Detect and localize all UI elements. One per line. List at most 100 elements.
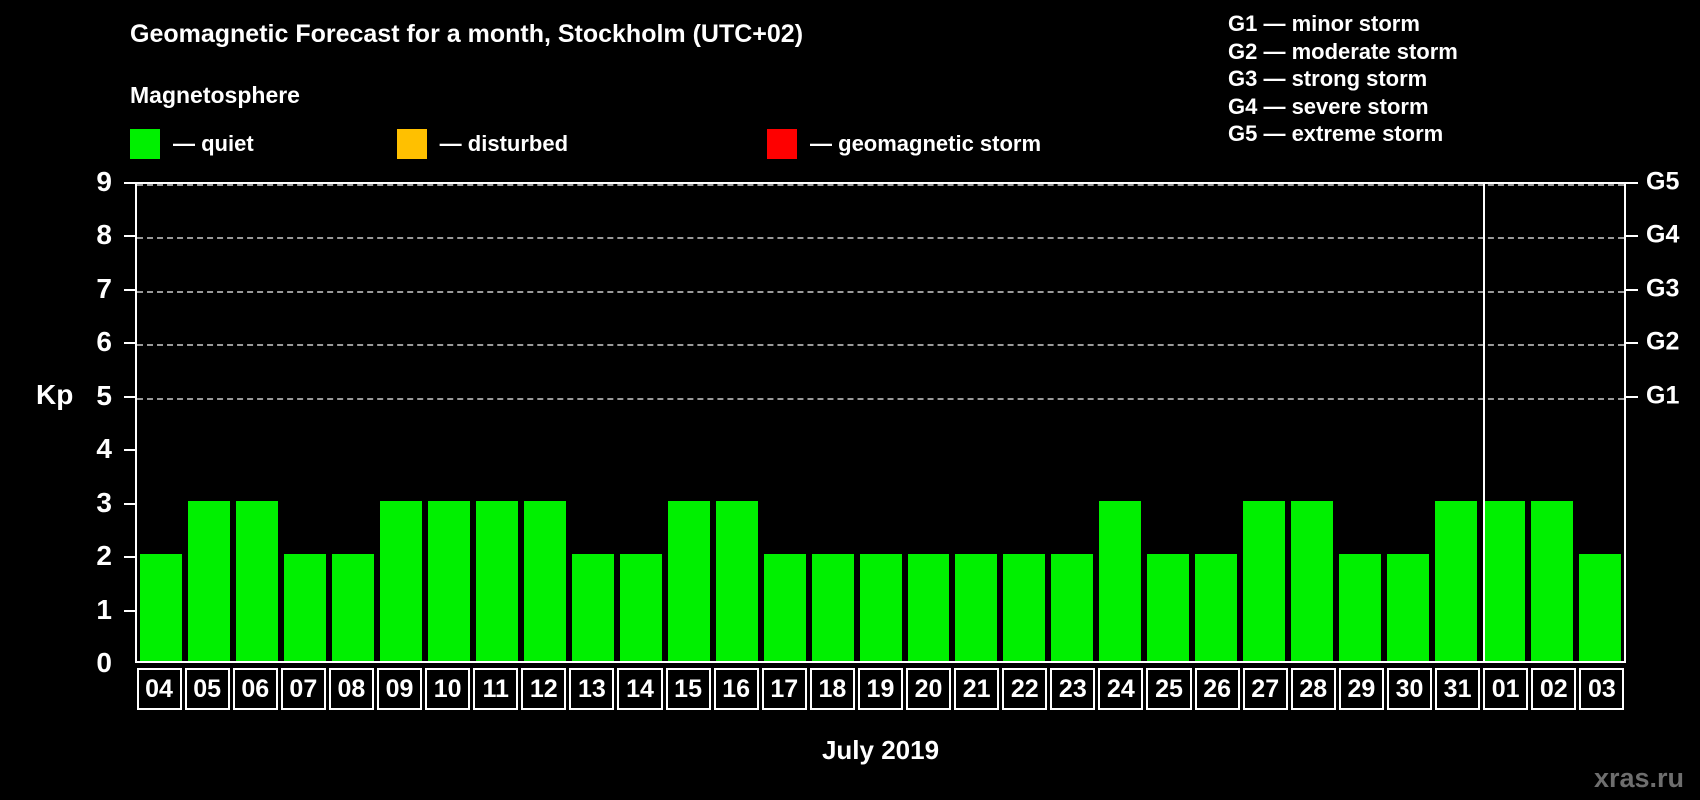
bar-30[interactable] bbox=[1387, 554, 1430, 661]
bar-14[interactable] bbox=[619, 554, 662, 661]
bar-slot-23[interactable] bbox=[1048, 184, 1096, 661]
day-label-10[interactable]: 10 bbox=[425, 668, 471, 710]
bar-slot-25[interactable] bbox=[1144, 184, 1192, 661]
day-label-13[interactable]: 13 bbox=[569, 668, 615, 710]
day-label-15[interactable]: 15 bbox=[665, 668, 711, 710]
bar-slot-14[interactable] bbox=[617, 184, 665, 661]
bar-01[interactable] bbox=[1483, 500, 1526, 661]
day-label-02[interactable]: 02 bbox=[1531, 668, 1577, 710]
day-label-17[interactable]: 17 bbox=[761, 668, 807, 710]
bar-12[interactable] bbox=[523, 500, 566, 661]
bar-slot-08[interactable] bbox=[329, 184, 377, 661]
bar-17[interactable] bbox=[763, 554, 806, 661]
bar-slot-12[interactable] bbox=[521, 184, 569, 661]
bar-29[interactable] bbox=[1339, 554, 1382, 661]
bar-slot-02[interactable] bbox=[1528, 184, 1576, 661]
bar-22[interactable] bbox=[1003, 554, 1046, 661]
day-label-23[interactable]: 23 bbox=[1050, 668, 1096, 710]
bar-13[interactable] bbox=[571, 554, 614, 661]
bar-slot-26[interactable] bbox=[1192, 184, 1240, 661]
bar-slot-28[interactable] bbox=[1288, 184, 1336, 661]
bar-08[interactable] bbox=[331, 554, 374, 661]
bar-16[interactable] bbox=[715, 500, 758, 661]
bar-10[interactable] bbox=[427, 500, 470, 661]
quiet-legend-label: — quiet bbox=[173, 131, 254, 156]
disturbed-legend-label: — disturbed bbox=[439, 131, 569, 156]
bar-02[interactable] bbox=[1531, 500, 1574, 661]
bar-slot-05[interactable] bbox=[185, 184, 233, 661]
bar-03[interactable] bbox=[1579, 554, 1622, 661]
bar-09[interactable] bbox=[379, 500, 422, 661]
bar-slot-21[interactable] bbox=[952, 184, 1000, 661]
bar-slot-13[interactable] bbox=[569, 184, 617, 661]
day-label-14[interactable]: 14 bbox=[617, 668, 663, 710]
bar-slot-15[interactable] bbox=[665, 184, 713, 661]
bar-27[interactable] bbox=[1243, 500, 1286, 661]
bar-slot-22[interactable] bbox=[1000, 184, 1048, 661]
bar-slot-04[interactable] bbox=[137, 184, 185, 661]
day-label-31[interactable]: 31 bbox=[1435, 668, 1481, 710]
bar-24[interactable] bbox=[1099, 500, 1142, 661]
day-label-04[interactable]: 04 bbox=[136, 668, 182, 710]
bar-06[interactable] bbox=[235, 500, 278, 661]
bar-slot-29[interactable] bbox=[1336, 184, 1384, 661]
bar-25[interactable] bbox=[1147, 554, 1190, 661]
day-label-22[interactable]: 22 bbox=[1002, 668, 1048, 710]
day-label-16[interactable]: 16 bbox=[713, 668, 759, 710]
bar-slot-03[interactable] bbox=[1576, 184, 1624, 661]
bar-slot-17[interactable] bbox=[761, 184, 809, 661]
bar-19[interactable] bbox=[859, 554, 902, 661]
day-label-06[interactable]: 06 bbox=[232, 668, 278, 710]
day-label-26[interactable]: 26 bbox=[1194, 668, 1240, 710]
bar-slot-20[interactable] bbox=[905, 184, 953, 661]
bar-04[interactable] bbox=[140, 554, 182, 661]
bar-05[interactable] bbox=[187, 500, 230, 661]
bar-slot-27[interactable] bbox=[1240, 184, 1288, 661]
day-label-21[interactable]: 21 bbox=[954, 668, 1000, 710]
y-tick-label-0: 0 bbox=[96, 647, 112, 678]
day-label-03[interactable]: 03 bbox=[1579, 668, 1625, 710]
day-label-30[interactable]: 30 bbox=[1386, 668, 1433, 710]
bar-slot-19[interactable] bbox=[857, 184, 905, 661]
day-label-11[interactable]: 11 bbox=[473, 668, 519, 710]
day-label-12[interactable]: 12 bbox=[521, 668, 567, 710]
bar-slot-24[interactable] bbox=[1096, 184, 1144, 661]
bar-slot-10[interactable] bbox=[425, 184, 473, 661]
storm-legend-label: — geomagnetic storm bbox=[810, 131, 1042, 156]
day-label-28[interactable]: 28 bbox=[1290, 668, 1336, 710]
day-label-18[interactable]: 18 bbox=[809, 668, 855, 710]
day-label-27[interactable]: 27 bbox=[1242, 668, 1288, 710]
bars-layer bbox=[137, 184, 1624, 661]
day-label-09[interactable]: 09 bbox=[376, 668, 423, 710]
bar-slot-18[interactable] bbox=[809, 184, 857, 661]
bar-20[interactable] bbox=[907, 554, 950, 661]
bar-07[interactable] bbox=[283, 554, 326, 661]
day-label-29[interactable]: 29 bbox=[1338, 668, 1384, 710]
day-label-19[interactable]: 19 bbox=[857, 668, 903, 710]
g-axis-label-G4: G4 bbox=[1646, 220, 1680, 249]
day-label-08[interactable]: 08 bbox=[328, 668, 374, 710]
bar-slot-07[interactable] bbox=[281, 184, 329, 661]
bar-slot-01[interactable] bbox=[1480, 184, 1528, 661]
bar-28[interactable] bbox=[1291, 500, 1334, 661]
bar-23[interactable] bbox=[1051, 554, 1094, 661]
day-label-07[interactable]: 07 bbox=[280, 668, 326, 710]
bar-slot-06[interactable] bbox=[233, 184, 281, 661]
bar-slot-30[interactable] bbox=[1384, 184, 1432, 661]
bar-18[interactable] bbox=[811, 554, 854, 661]
bar-slot-11[interactable] bbox=[473, 184, 521, 661]
day-label-20[interactable]: 20 bbox=[906, 668, 952, 710]
bar-21[interactable] bbox=[955, 554, 998, 661]
bar-slot-16[interactable] bbox=[713, 184, 761, 661]
bar-slot-09[interactable] bbox=[377, 184, 425, 661]
day-label-24[interactable]: 24 bbox=[1098, 668, 1144, 710]
bar-26[interactable] bbox=[1195, 554, 1238, 661]
day-label-25[interactable]: 25 bbox=[1146, 668, 1192, 710]
day-label-05[interactable]: 05 bbox=[184, 668, 230, 710]
bar-11[interactable] bbox=[475, 500, 518, 661]
g-legend-row-4: G4 — severe storm bbox=[1228, 93, 1429, 119]
bar-slot-31[interactable] bbox=[1432, 184, 1480, 661]
bar-15[interactable] bbox=[667, 500, 710, 661]
day-label-01[interactable]: 01 bbox=[1483, 668, 1529, 710]
bar-31[interactable] bbox=[1435, 500, 1478, 661]
